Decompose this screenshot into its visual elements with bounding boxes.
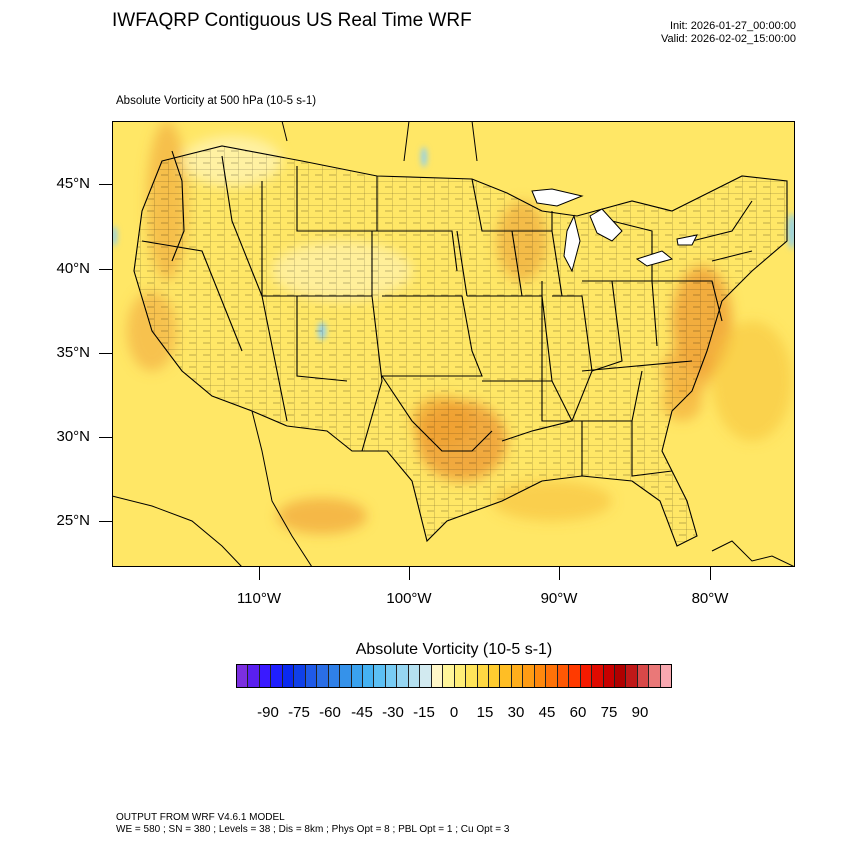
map-title: IWFAQRP Contiguous US Real Time WRF bbox=[112, 10, 472, 31]
lon-label-110: 110°W bbox=[236, 590, 282, 607]
colorbar-label: -30 bbox=[382, 704, 404, 721]
colorbar-label: -75 bbox=[288, 704, 310, 721]
colorbar-swatch bbox=[557, 665, 570, 687]
lat-label-30: 30°N bbox=[56, 428, 90, 445]
great-lakes bbox=[531, 188, 698, 273]
colorbar-swatch bbox=[408, 665, 421, 687]
lon-label-100: 100°W bbox=[386, 590, 432, 607]
colorbar-swatch bbox=[477, 665, 489, 687]
colorbar-swatch bbox=[351, 665, 363, 687]
map-border bbox=[112, 121, 795, 567]
lat-tick bbox=[99, 269, 112, 270]
colorbar-label: 90 bbox=[631, 704, 649, 721]
lon-tick bbox=[710, 567, 711, 580]
colorbar-swatch bbox=[603, 665, 615, 687]
colorbar-swatch bbox=[385, 665, 398, 687]
lon-tick bbox=[559, 567, 560, 580]
colorbar-swatch bbox=[500, 665, 512, 687]
colorbar-swatch bbox=[466, 665, 478, 687]
lat-label-45: 45°N bbox=[56, 175, 90, 192]
lat-label-40: 40°N bbox=[56, 260, 90, 277]
colorbar-swatch bbox=[397, 665, 409, 687]
colorbar-swatch bbox=[569, 665, 581, 687]
lat-tick bbox=[99, 353, 112, 354]
lon-tick bbox=[409, 567, 410, 580]
colorbar-swatch bbox=[580, 665, 593, 687]
colorbar-swatch bbox=[340, 665, 352, 687]
lon-label-90: 90°W bbox=[540, 590, 578, 607]
init-time: Init: 2026-01-27_00:00:00 bbox=[670, 20, 796, 32]
model-options: WE = 580 ; SN = 380 ; Levels = 38 ; Dis … bbox=[116, 824, 510, 835]
lon-label-80: 80°W bbox=[691, 590, 729, 607]
colorbar-swatch bbox=[592, 665, 604, 687]
county-borders bbox=[134, 146, 787, 546]
lat-label-25: 25°N bbox=[56, 512, 90, 529]
colorbar-swatch bbox=[534, 665, 547, 687]
colorbar-swatch bbox=[614, 665, 627, 687]
lat-label-35: 35°N bbox=[56, 344, 90, 361]
vorticity-map bbox=[111, 120, 796, 568]
colorbar-swatch bbox=[248, 665, 260, 687]
lat-tick bbox=[99, 184, 112, 185]
colorbar-swatch bbox=[259, 665, 272, 687]
colorbar-swatch bbox=[626, 665, 638, 687]
country-borders bbox=[111, 120, 796, 568]
colorbar-swatch bbox=[511, 665, 524, 687]
colorbar-swatch bbox=[294, 665, 306, 687]
colorbar-label: 0 bbox=[449, 704, 459, 721]
lat-tick bbox=[99, 521, 112, 522]
colorbar-swatch bbox=[443, 665, 455, 687]
colorbar-swatch bbox=[317, 665, 329, 687]
colorbar-swatch bbox=[237, 665, 249, 687]
colorbar-label: 30 bbox=[507, 704, 525, 721]
colorbar-swatch bbox=[271, 665, 283, 687]
lon-tick bbox=[259, 567, 260, 580]
model-info: OUTPUT FROM WRF V4.6.1 MODEL bbox=[116, 812, 285, 823]
colorbar-swatch bbox=[546, 665, 558, 687]
colorbar-swatch bbox=[374, 665, 386, 687]
colorbar-swatch bbox=[305, 665, 318, 687]
valid-time: Valid: 2026-02-02_15:00:00 bbox=[661, 33, 796, 45]
field-title: Absolute Vorticity at 500 hPa (10-5 s-1) bbox=[116, 95, 317, 107]
lat-tick bbox=[99, 437, 112, 438]
colorbar-label: -90 bbox=[257, 704, 279, 721]
colorbar-label: 60 bbox=[569, 704, 587, 721]
colorbar-swatch bbox=[488, 665, 501, 687]
colorbar-label: 15 bbox=[476, 704, 494, 721]
colorbar-swatch bbox=[328, 665, 341, 687]
colorbar-swatch bbox=[420, 665, 432, 687]
colorbar bbox=[236, 664, 672, 688]
state-borders bbox=[133, 145, 788, 547]
colorbar-swatch bbox=[431, 665, 444, 687]
colorbar-label: -15 bbox=[413, 704, 435, 721]
colorbar-swatch bbox=[282, 665, 295, 687]
colorbar-swatch bbox=[454, 665, 467, 687]
colorbar-swatch bbox=[362, 665, 375, 687]
map-canvas bbox=[111, 120, 796, 568]
colorbar-swatch bbox=[649, 665, 661, 687]
colorbar-title: Absolute Vorticity (10-5 s-1) bbox=[355, 641, 553, 658]
colorbar-label: -45 bbox=[351, 704, 373, 721]
colorbar-label: 45 bbox=[538, 704, 556, 721]
colorbar-label: 75 bbox=[600, 704, 618, 721]
colorbar-label: -60 bbox=[319, 704, 341, 721]
colorbar-swatch bbox=[660, 665, 672, 687]
colorbar-swatch bbox=[637, 665, 650, 687]
colorbar-swatch bbox=[523, 665, 535, 687]
